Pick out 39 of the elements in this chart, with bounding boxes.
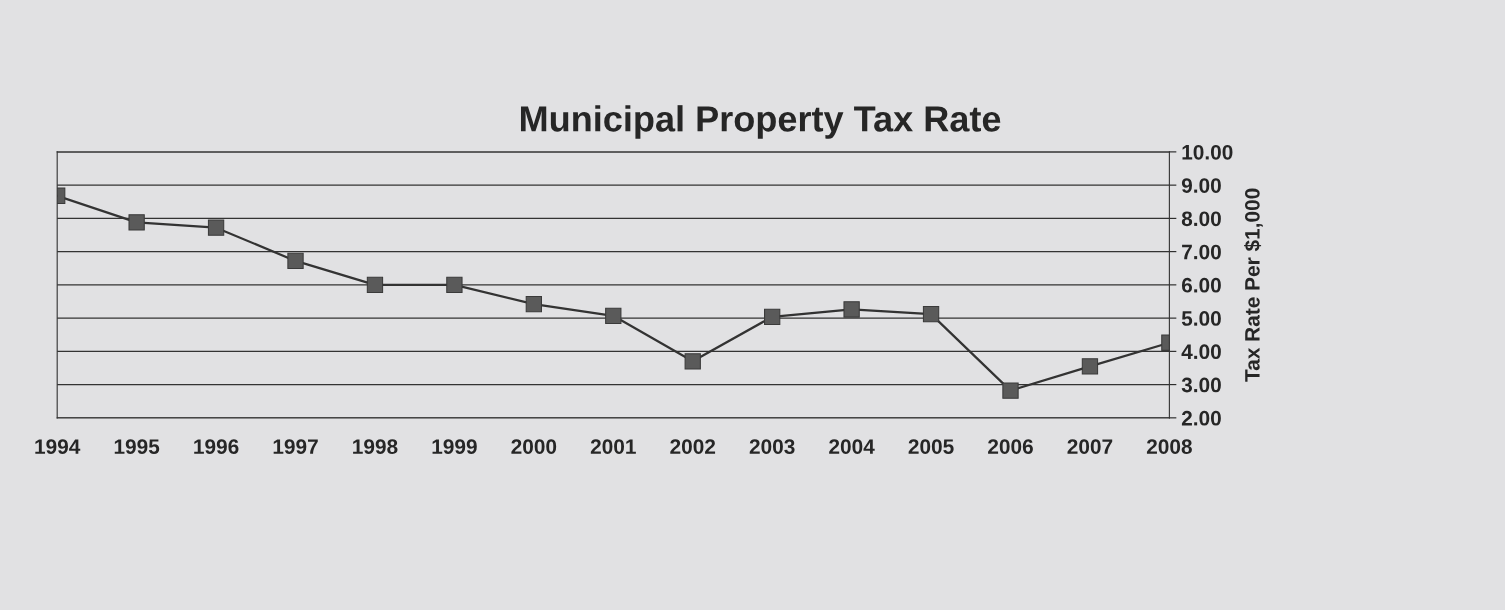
- y-tick-label: 10.00: [1182, 144, 1233, 160]
- x-tick-label: 2003: [749, 439, 795, 455]
- x-tick-label: 2004: [829, 439, 875, 454]
- x-tick-label: 2002: [670, 439, 716, 454]
- point: [1081, 358, 1099, 375]
- point: [525, 295, 542, 313]
- y-tick-label: 3.00: [1181, 377, 1221, 393]
- y-axis-title: Tax Rate Per $1,000: [1244, 188, 1263, 382]
- x-tick-label: 1998: [353, 439, 398, 454]
- point: [764, 308, 781, 325]
- y-tick-label: 8.00: [1181, 211, 1221, 227]
- point: [684, 353, 701, 370]
- y-tick-label: 7.00: [1182, 244, 1221, 260]
- x-tick-label: 2001: [590, 439, 636, 454]
- chart-title: Municipal Property Tax Rate: [520, 105, 1001, 139]
- x-tick-label: 1997: [273, 439, 318, 454]
- point: [1002, 382, 1019, 399]
- point: [128, 214, 145, 231]
- x-tick-label: 2000: [511, 439, 557, 454]
- y-tick-label: 4.00: [1181, 344, 1221, 360]
- x-tick-label: 2005: [908, 439, 954, 454]
- point: [922, 305, 940, 323]
- y-tick-label: 5.00: [1181, 311, 1221, 326]
- x-tick-label: 2008: [1146, 439, 1192, 454]
- point: [287, 252, 304, 270]
- x-tick-label: 1999: [432, 439, 477, 454]
- y-tick-label: 9.00: [1181, 178, 1221, 193]
- point: [446, 276, 463, 294]
- point: [843, 301, 860, 318]
- point: [605, 307, 622, 324]
- point: [207, 219, 225, 236]
- x-tick-label: 1994: [35, 439, 81, 454]
- y-tick-label: 6.00: [1181, 277, 1221, 293]
- x-tick-label: 1996: [194, 439, 239, 454]
- x-tick-label: 1995: [114, 439, 160, 454]
- y-tick-label: 2.00: [1181, 410, 1221, 426]
- x-tick-label: 2007: [1067, 439, 1113, 454]
- point: [366, 276, 384, 294]
- x-tick-label: 2006: [988, 439, 1033, 454]
